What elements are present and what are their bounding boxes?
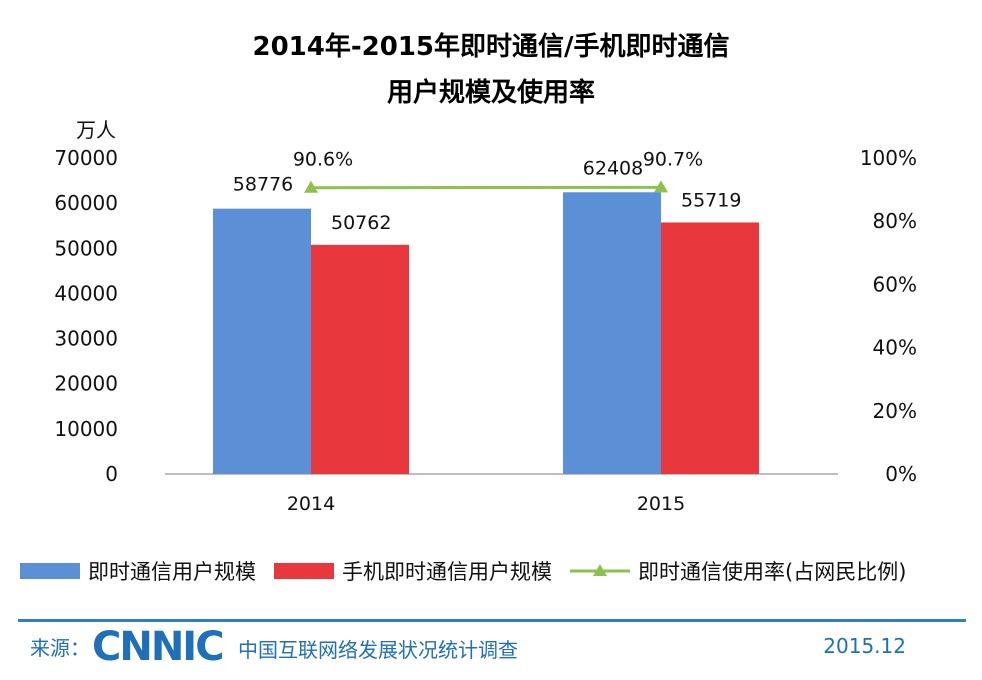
usage-rate-marker [654,180,668,193]
bar [563,192,661,474]
y-left-tick-label: 30000 [54,327,118,351]
survey-name: 中国互联网络发展状况统计调查 [238,638,518,662]
bar-value-label: 58776 [233,174,293,196]
footer-divider [18,619,966,622]
y-right-tick-label: 60% [873,272,917,296]
source-label: 来源： [30,636,90,660]
y-left-tick-label: 20000 [54,372,118,396]
y-left-tick-label: 70000 [54,146,118,170]
chart-legend: 即时通信用户规模 手机即时通信用户规模 即时通信使用率(占网民比例) [20,556,924,586]
chart-title: 2014年-2015年即时通信/手机即时通信 [252,32,730,62]
legend-label-usage-rate: 即时通信使用率(占网民比例) [638,560,907,584]
y-right-tick-label: 0% [885,462,917,486]
legend-swatch-mobile-im-users [274,563,334,579]
legend-item-im-users: 即时通信用户规模 [20,556,256,586]
x-tick-label: 2015 [637,493,685,515]
usage-rate-label: 90.6% [293,149,353,171]
legend-label-mobile-im-users: 手机即时通信用户规模 [342,560,552,584]
bar-value-label: 55719 [681,189,741,211]
chart-subtitle: 用户规模及使用率 [386,78,595,108]
bar-value-label: 50762 [331,212,391,234]
y-left-tick-label: 50000 [54,236,118,260]
footer: 来源： CNNIC 中国互联网络发展状况统计调查 2015.12 [0,624,982,670]
y-left-tick-label: 60000 [54,191,118,215]
legend-swatch-usage-rate [570,564,630,576]
chart-canvas: 万人 010000200003000040000500006000070000 … [54,118,917,515]
y-axis-unit: 万人 [76,118,116,142]
bar-value-label: 62408 [583,157,643,179]
y-right-tick-label: 80% [873,209,917,233]
y-left-tick-label: 0 [105,462,118,486]
bar [311,244,409,474]
legend-label-im-users: 即时通信用户规模 [88,560,256,584]
legend-item-usage-rate: 即时通信使用率(占网民比例) [570,556,906,586]
cnnic-logo: CNNIC [92,624,225,670]
usage-rate-label: 90.7% [643,148,703,170]
y-right-tick-label: 20% [873,399,917,423]
report-date: 2015.12 [823,634,906,658]
y-left-tick-label: 40000 [54,281,118,305]
y-right-tick-label: 100% [860,146,917,170]
legend-item-mobile-im-users: 手机即时通信用户规模 [274,556,552,586]
y-left-tick-label: 10000 [54,417,118,441]
usage-rate-marker [304,180,318,193]
x-tick-label: 2014 [287,493,335,515]
legend-swatch-im-users [20,563,80,579]
bar [213,208,311,475]
y-right-tick-label: 40% [873,336,917,360]
bar [661,222,759,474]
